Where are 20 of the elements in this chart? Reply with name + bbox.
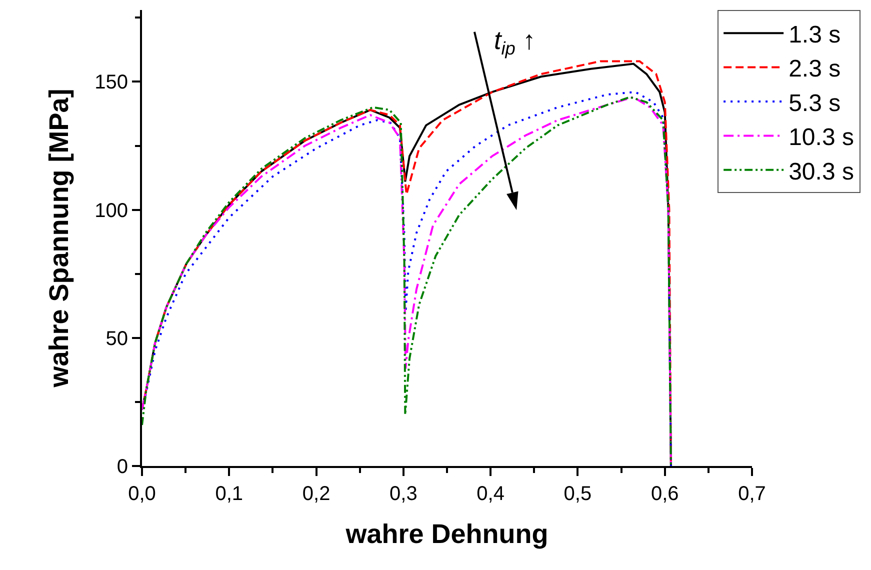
y-tick-label: 0 (116, 456, 128, 478)
x-tick-label: 0,7 (738, 483, 766, 505)
y-tick-label: 150 (94, 72, 128, 94)
x-tick-label: 0,3 (390, 483, 418, 505)
x-tick-label: 0,1 (215, 483, 244, 505)
annotation: t$_{ip}$ ↑ (494, 25, 536, 58)
x-tick-label: 0,0 (128, 483, 156, 505)
x-tick-label: 0,2 (302, 483, 330, 505)
legend-label: 2.3 s (788, 56, 841, 83)
legend-label: 5.3 s (788, 90, 841, 117)
x-axis-title: wahre Dehnung (344, 518, 548, 549)
y-axis-title: wahre Spannung [MPa] (44, 88, 74, 388)
y-tick-label: 50 (106, 328, 128, 350)
x-tick-label: 0,6 (650, 483, 679, 505)
legend-label: 30.3 s (788, 158, 854, 186)
x-tick-label: 0,4 (476, 483, 504, 505)
y-tick-label: 100 (94, 200, 128, 222)
legend-label: 1.3 s (788, 21, 841, 48)
legend-label: 10.3 s (788, 124, 854, 152)
x-tick-label: 0,5 (564, 483, 592, 505)
